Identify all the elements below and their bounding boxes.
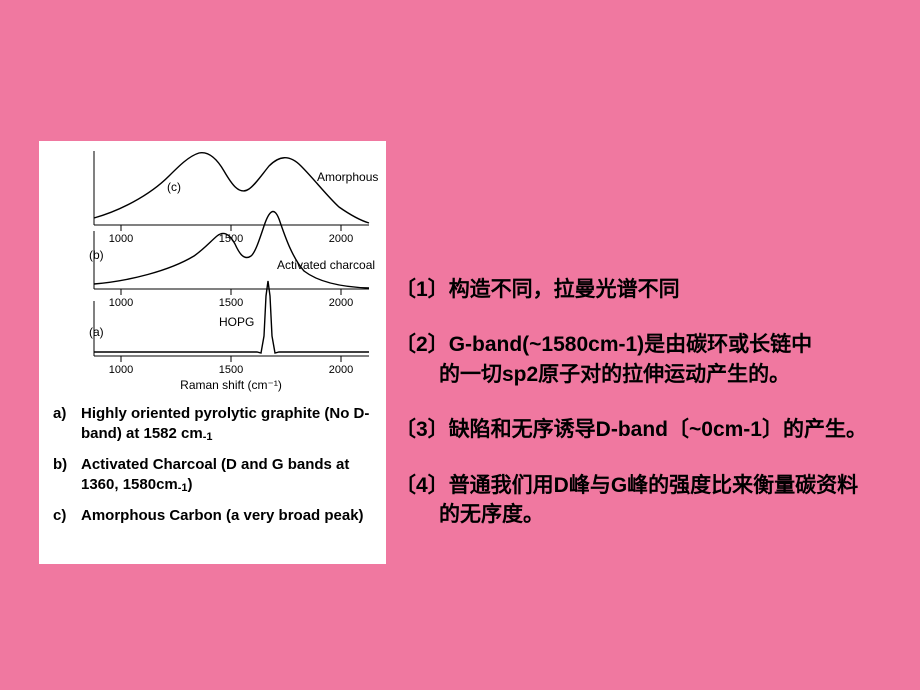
caption-c: c) Amorphous Carbon (a very broad peak) bbox=[53, 506, 372, 526]
label-key-c: (c) bbox=[167, 180, 181, 194]
caption-c-text: Amorphous Carbon (a very broad peak) bbox=[81, 506, 364, 526]
note-1-lead: 〔1〕 bbox=[395, 278, 449, 301]
tick-a-1500: 1500 bbox=[219, 364, 243, 376]
note-2: 〔2〕G-band(~1580cm-1)是由碳环或长链中 的一切sp2原子对的拉… bbox=[395, 330, 905, 389]
figure-panel: 1000 1500 2000 (c) Amorphous 1000 1500 2… bbox=[39, 141, 386, 564]
note-4-lead: 〔4〕 bbox=[395, 474, 449, 497]
tick-b-2000: 2000 bbox=[329, 297, 353, 309]
note-1: 〔1〕构造不同，拉曼光谱不同 bbox=[395, 275, 905, 304]
curve-b bbox=[94, 212, 369, 288]
caption-a-text: Highly oriented pyrolytic graphite (No D… bbox=[81, 404, 372, 445]
tick-a-1000: 1000 bbox=[109, 364, 133, 376]
tick-b-1500: 1500 bbox=[219, 297, 243, 309]
note-4-cont: 的无序度。 bbox=[395, 500, 905, 529]
tick-c-2000: 2000 bbox=[329, 233, 353, 245]
label-key-b: (b) bbox=[89, 248, 104, 262]
figure-captions: a) Highly oriented pyrolytic graphite (N… bbox=[39, 396, 386, 546]
notes-list: 〔1〕构造不同，拉曼光谱不同 〔2〕G-band(~1580cm-1)是由碳环或… bbox=[395, 275, 905, 555]
caption-b-key: b) bbox=[53, 455, 81, 496]
note-3-body: 缺陷和无序诱导D-band〔~0cm-1〕的产生。 bbox=[449, 418, 867, 441]
note-1-body: 构造不同，拉曼光谱不同 bbox=[449, 278, 680, 301]
raman-chart: 1000 1500 2000 (c) Amorphous 1000 1500 2… bbox=[39, 141, 386, 396]
curve-c bbox=[94, 153, 369, 223]
note-4: 〔4〕普通我们用D峰与G峰的强度比来衡量碳资料 的无序度。 bbox=[395, 471, 905, 530]
label-key-a: (a) bbox=[89, 325, 104, 339]
note-3-lead: 〔3〕 bbox=[395, 418, 449, 441]
note-2-lead: 〔2〕 bbox=[395, 333, 449, 356]
tick-a-2000: 2000 bbox=[329, 364, 353, 376]
label-activated: Activated charcoal bbox=[277, 258, 375, 272]
caption-b: b) Activated Charcoal (D and G bands at … bbox=[53, 455, 372, 496]
note-2-cont: 的一切sp2原子对的拉伸运动产生的。 bbox=[395, 360, 905, 389]
caption-a-key: a) bbox=[53, 404, 81, 445]
caption-b-text: Activated Charcoal (D and G bands at 136… bbox=[81, 455, 372, 496]
xaxis-label: Raman shift (cm⁻¹) bbox=[180, 378, 282, 392]
note-2-body: G-band(~1580cm-1)是由碳环或长链中 bbox=[449, 333, 812, 356]
tick-b-1000: 1000 bbox=[109, 297, 133, 309]
caption-a: a) Highly oriented pyrolytic graphite (N… bbox=[53, 404, 372, 445]
note-4-body: 普通我们用D峰与G峰的强度比来衡量碳资料 bbox=[449, 474, 859, 497]
label-amorphous: Amorphous bbox=[317, 170, 378, 184]
caption-c-key: c) bbox=[53, 506, 81, 526]
tick-c-1000: 1000 bbox=[109, 233, 133, 245]
note-3: 〔3〕缺陷和无序诱导D-band〔~0cm-1〕的产生。 bbox=[395, 415, 905, 444]
label-hopg: HOPG bbox=[219, 315, 254, 329]
